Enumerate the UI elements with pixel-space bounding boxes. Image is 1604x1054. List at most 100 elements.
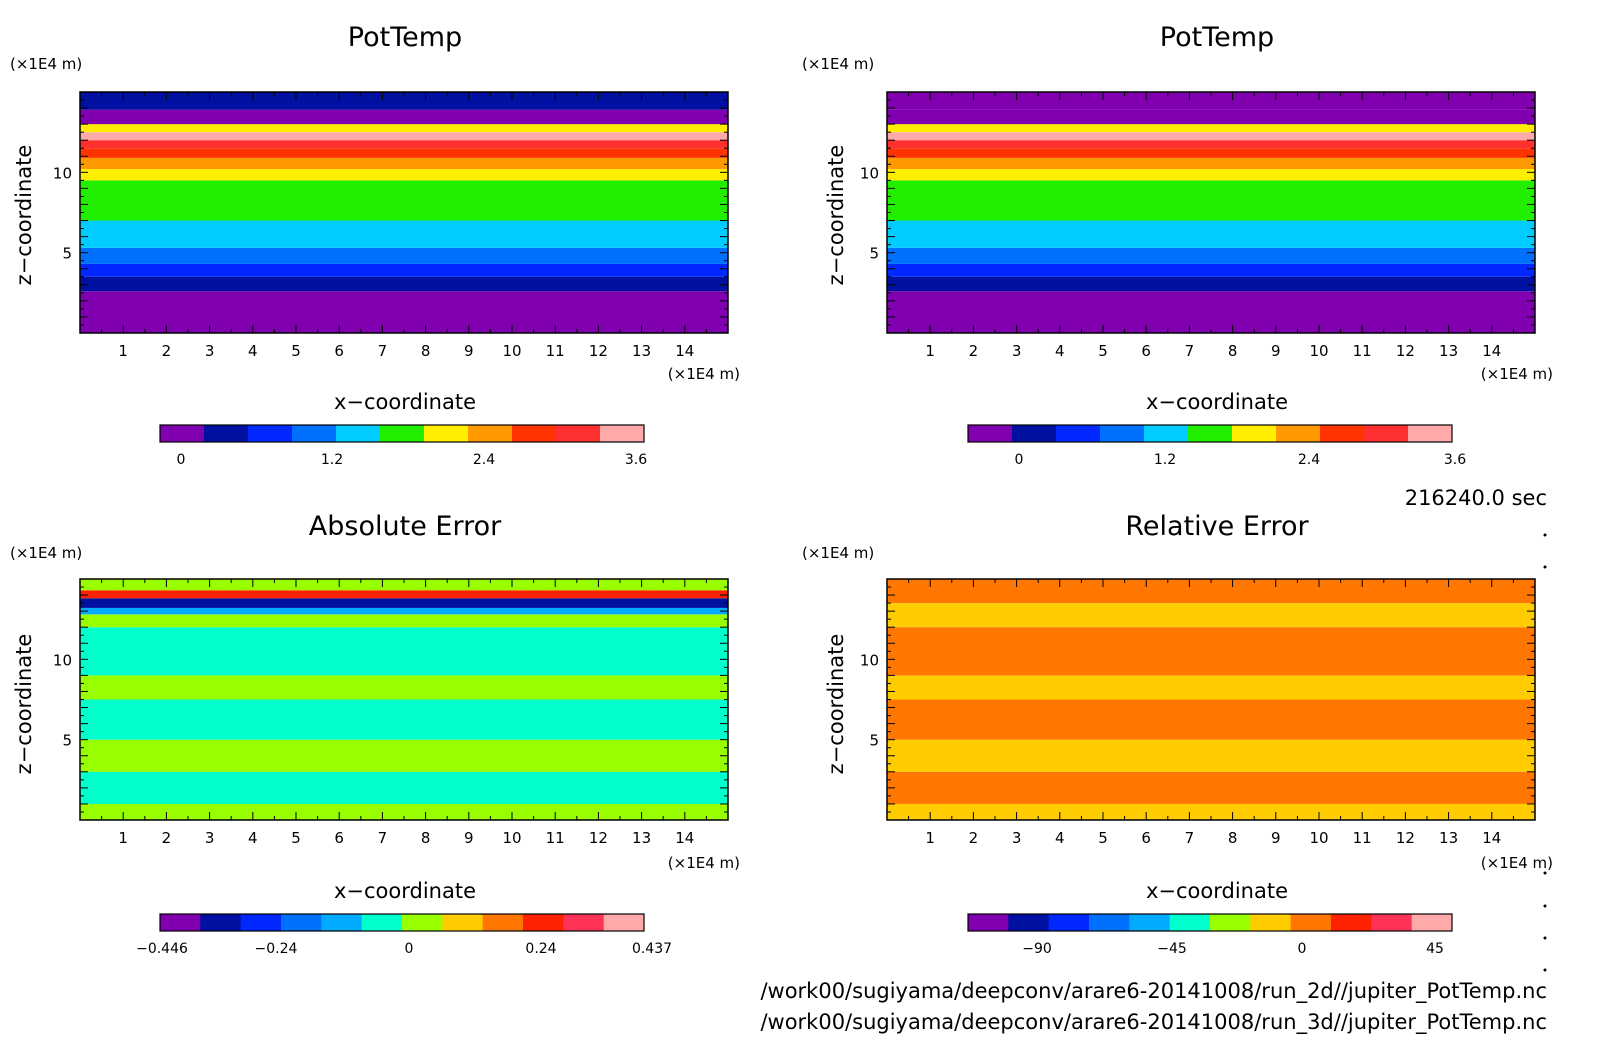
colorbar-segment (482, 914, 524, 931)
y-unit-label: (×1E4 m) (10, 544, 82, 562)
panel-title: PotTemp (348, 22, 462, 53)
colorbar-frame (159, 913, 645, 932)
x-tick-label: 6 (1141, 342, 1151, 360)
contour-band (887, 140, 1535, 149)
colorbar-segment (1188, 425, 1233, 442)
dot (1543, 533, 1547, 537)
x-tick-label: 2 (162, 829, 172, 847)
x-tick-label: 3 (205, 342, 215, 360)
y-tick-label: 10 (860, 651, 879, 669)
contour-band (80, 579, 728, 591)
panel-title: Relative Error (1125, 511, 1309, 542)
file-path: /work00/sugiyama/deepconv/arare6-2014100… (760, 979, 1547, 1004)
colorbar-tick: −90 (1022, 941, 1052, 957)
colorbar-segment (1232, 425, 1277, 442)
x-tick-label: 9 (464, 829, 474, 847)
colorbar-segment (563, 914, 605, 931)
colorbar-segment (1364, 425, 1409, 442)
colorbar-segment (968, 425, 1013, 442)
x-tick-label: 1 (925, 829, 935, 847)
y-tick-label: 10 (53, 651, 72, 669)
colorbar-segment (442, 914, 484, 931)
colorbar-segment (600, 425, 645, 442)
x-tick-label: 11 (1353, 342, 1372, 360)
colorbar-tick: 1.2 (1154, 452, 1176, 468)
x-unit-label: (×1E4 m) (668, 365, 740, 383)
dot (1543, 871, 1547, 875)
colorbar-frame (159, 424, 645, 443)
x-tick-label: 7 (378, 342, 388, 360)
contour-band (887, 92, 1535, 110)
y-tick-labels: 5 10 (860, 164, 879, 262)
x-unit-label: (×1E4 m) (1481, 854, 1553, 872)
dot (1543, 565, 1547, 569)
file-path: /work00/sugiyama/deepconv/arare6-2014100… (760, 1010, 1547, 1035)
x-tick-label: 12 (1396, 342, 1415, 360)
contour-band (80, 169, 728, 181)
y-tick-label: 5 (869, 245, 879, 263)
plot-area (79, 578, 729, 821)
y-tick-label: 5 (62, 732, 72, 750)
dot (1543, 904, 1547, 908)
colorbar-frame (967, 424, 1453, 443)
colorbar-tick: −0.24 (255, 941, 298, 957)
y-axis-label: z−coordinate (824, 634, 848, 775)
contour-band (80, 263, 728, 277)
x-tick-label: 10 (1309, 342, 1328, 360)
contour-band (80, 109, 728, 125)
x-tick-label: 4 (248, 829, 258, 847)
x-tick-label: 13 (632, 342, 651, 360)
contour-band (80, 92, 728, 110)
colorbar-tick: 0.24 (525, 941, 556, 957)
contour-band (80, 124, 728, 133)
colorbar-segment (1290, 914, 1332, 931)
x-tick-label: 6 (334, 342, 344, 360)
contour-band (887, 803, 1535, 820)
y-axis-label: z−coordinate (12, 634, 36, 775)
colorbar-segment (1169, 914, 1211, 931)
contour-band (887, 276, 1535, 292)
contour-band (80, 132, 728, 141)
x-tick-label: 8 (1228, 829, 1238, 847)
x-tick-label: 1 (118, 342, 128, 360)
x-tick-label: 14 (675, 342, 694, 360)
colorbar-segment (336, 425, 381, 442)
x-tick-label: 6 (334, 829, 344, 847)
x-tick-label: 10 (502, 829, 521, 847)
x-tick-label: 10 (1309, 829, 1328, 847)
x-tick-label: 8 (421, 342, 431, 360)
x-tick-label: 12 (589, 829, 608, 847)
contour-band (80, 739, 728, 772)
x-tick-label: 13 (1439, 829, 1458, 847)
x-tick-labels: 1 2 3 4 5 6 7 8 9 10 11 12 13 14 (118, 342, 694, 360)
x-axis-label: x−coordinate (334, 390, 476, 414)
y-tick-labels: 5 10 (53, 651, 72, 749)
y-tick-labels: 5 10 (53, 164, 72, 262)
y-unit-label: (×1E4 m) (10, 55, 82, 73)
contour-band (887, 739, 1535, 772)
contour-band (887, 148, 1535, 158)
contour-band (80, 627, 728, 676)
x-tick-label: 14 (1482, 342, 1501, 360)
x-tick-label: 5 (1098, 829, 1108, 847)
colorbar-segment (468, 425, 513, 442)
contour-band (887, 157, 1535, 170)
contour-band (887, 699, 1535, 740)
x-tick-label: 7 (1185, 342, 1195, 360)
colorbar-segment (968, 914, 1009, 931)
colorbar-segment (424, 425, 469, 442)
contour-band (887, 675, 1535, 700)
x-tick-label: 4 (1055, 342, 1065, 360)
dot (1543, 968, 1547, 972)
x-tick-labels: 1 2 3 4 5 6 7 8 9 10 11 12 13 14 (925, 829, 1501, 847)
colorbar-tick: 2.4 (473, 452, 495, 468)
colorbar-segment (1089, 914, 1130, 931)
colorbar-segment (240, 914, 282, 931)
x-tick-labels: 1 2 3 4 5 6 7 8 9 10 11 12 13 14 (925, 342, 1501, 360)
x-axis-label: x−coordinate (1146, 390, 1288, 414)
x-tick-label: 8 (421, 829, 431, 847)
colorbar-segment (1012, 425, 1057, 442)
contour-band (80, 614, 728, 628)
contour-band (80, 276, 728, 292)
